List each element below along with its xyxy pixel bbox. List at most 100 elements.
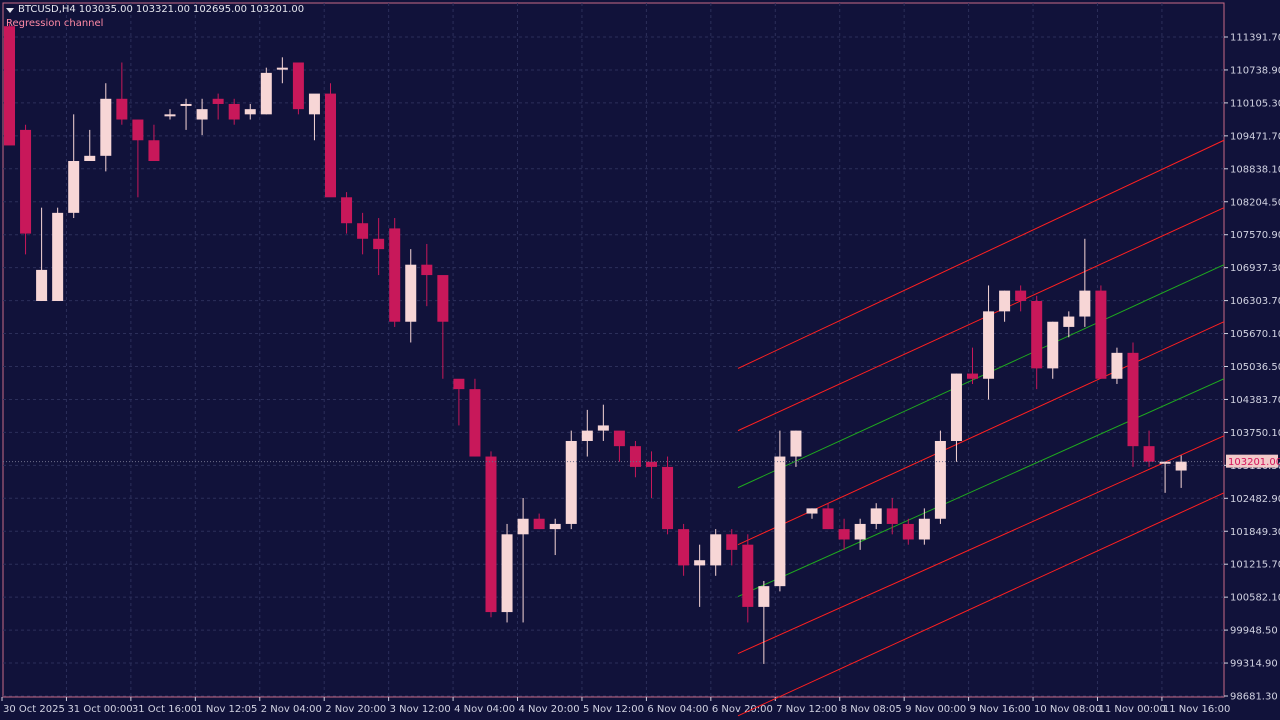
regression-channel-line: [737, 264, 1225, 489]
candle-body: [1175, 461, 1187, 471]
candle-body: [597, 425, 609, 431]
candle-body: [84, 155, 96, 162]
candle-body: [678, 529, 690, 566]
candle-body: [52, 212, 64, 301]
candle-body: [517, 518, 529, 535]
time-axis-label: 31 Oct 16:00: [132, 704, 197, 715]
price-axis-label: 109471.70: [1230, 131, 1280, 142]
candle-body: [581, 430, 593, 441]
candle-body: [918, 518, 930, 540]
regression-channel-line: [737, 207, 1225, 432]
time-axis-label: 6 Nov 20:00: [712, 704, 773, 715]
candle-body: [806, 508, 818, 514]
candle-body: [1095, 290, 1107, 379]
time-axis-label: 30 Oct 2025: [3, 704, 65, 715]
time-axis-label: 6 Nov 04:00: [647, 704, 708, 715]
candle-body: [308, 93, 320, 115]
candle-body: [646, 461, 657, 467]
candle-body: [838, 529, 850, 540]
current-price-tag: [1226, 454, 1278, 468]
candle-body: [148, 140, 160, 162]
price-axis-label: 99948.50: [1230, 626, 1278, 637]
collapse-triangle-icon[interactable]: [6, 7, 14, 13]
time-axis-label: 4 Nov 20:00: [519, 704, 580, 715]
candle-body: [549, 523, 561, 530]
price-axis-label: 108204.50: [1230, 197, 1280, 208]
ohlc-close: 103201.00: [250, 4, 305, 15]
price-axis-label: 101215.70: [1230, 560, 1280, 571]
candle-body: [501, 534, 513, 613]
candle-body: [1031, 300, 1043, 369]
candle-body: [1159, 461, 1171, 464]
regression-channel-line: [737, 321, 1225, 546]
candle-body: [68, 161, 80, 213]
candle-body: [405, 264, 417, 322]
price-axis-label: 98681.30: [1230, 692, 1278, 703]
candle-body: [1127, 352, 1139, 447]
candle-body: [999, 290, 1011, 312]
price-axis-label: 103750.10: [1230, 428, 1280, 439]
price-axis-label: 105036.50: [1230, 362, 1280, 373]
candle-body: [100, 98, 112, 156]
price-axis-label: 99314.90: [1230, 659, 1278, 670]
candle-body: [774, 456, 786, 587]
ohlc-open: 103035.00: [78, 4, 133, 15]
price-axis-label: 106303.70: [1230, 296, 1280, 307]
candle-body: [1063, 316, 1075, 327]
candle-body: [196, 109, 208, 120]
candle-body: [870, 508, 882, 524]
ohlc-low: 102695.00: [192, 4, 248, 15]
candle-body: [613, 430, 625, 447]
candle-body: [983, 311, 995, 379]
time-axis-label: 9 Nov 16:00: [970, 704, 1031, 715]
candle-body: [758, 586, 770, 607]
price-axis-label: 104383.70: [1230, 395, 1280, 406]
candle-body: [854, 523, 866, 540]
regression-channel-line: [737, 492, 1225, 717]
price-axis-label: 100582.10: [1230, 593, 1280, 604]
candle-body: [934, 440, 946, 519]
candle-body: [116, 98, 128, 120]
candle-body: [20, 129, 32, 234]
candle-body: [710, 534, 722, 566]
candle-body: [533, 518, 545, 530]
candle-body: [389, 228, 401, 322]
candle-body: [1111, 352, 1123, 379]
candle-body: [276, 67, 288, 70]
time-axis-label: 5 Nov 12:00: [583, 704, 644, 715]
candle-body: [244, 109, 256, 115]
ohlc-high: 103321.00: [135, 4, 190, 15]
candle-body: [485, 456, 497, 613]
candle-body: [212, 98, 224, 104]
symbol-header: BTCUSD,H4 103035.00 103321.00 102695.00 …: [6, 4, 304, 16]
candle-body: [4, 26, 15, 146]
candle-body: [1015, 290, 1027, 301]
candle-body: [292, 62, 304, 110]
candle-body: [164, 114, 176, 117]
candle-body: [341, 197, 353, 224]
candle-body: [469, 389, 481, 457]
time-axis-label: 1 Nov 12:05: [196, 704, 257, 715]
time-axis-label: 10 Nov 08:00: [1034, 704, 1101, 715]
price-axis-label: 107570.90: [1230, 230, 1280, 241]
candle-body: [357, 223, 369, 239]
price-axis-label: 108838.10: [1230, 164, 1280, 175]
price-axis-label: 102482.90: [1230, 494, 1280, 505]
candle-body: [1079, 290, 1091, 317]
candle-body: [950, 373, 962, 441]
price-axis-label: 106937.30: [1230, 263, 1280, 274]
candle-body: [325, 93, 336, 198]
candle-body: [437, 275, 449, 322]
regression-channel-line: [737, 378, 1225, 597]
candle-body: [260, 72, 272, 115]
candle-body: [662, 466, 674, 530]
candle-body: [726, 534, 738, 550]
time-axis-label: 2 Nov 20:00: [325, 704, 386, 715]
candle-body: [1047, 321, 1059, 369]
candle-body: [421, 264, 433, 276]
time-axis-label: 8 Nov 08:05: [841, 704, 902, 715]
candle-body: [742, 544, 754, 607]
regression-channel-line: [737, 139, 1225, 369]
